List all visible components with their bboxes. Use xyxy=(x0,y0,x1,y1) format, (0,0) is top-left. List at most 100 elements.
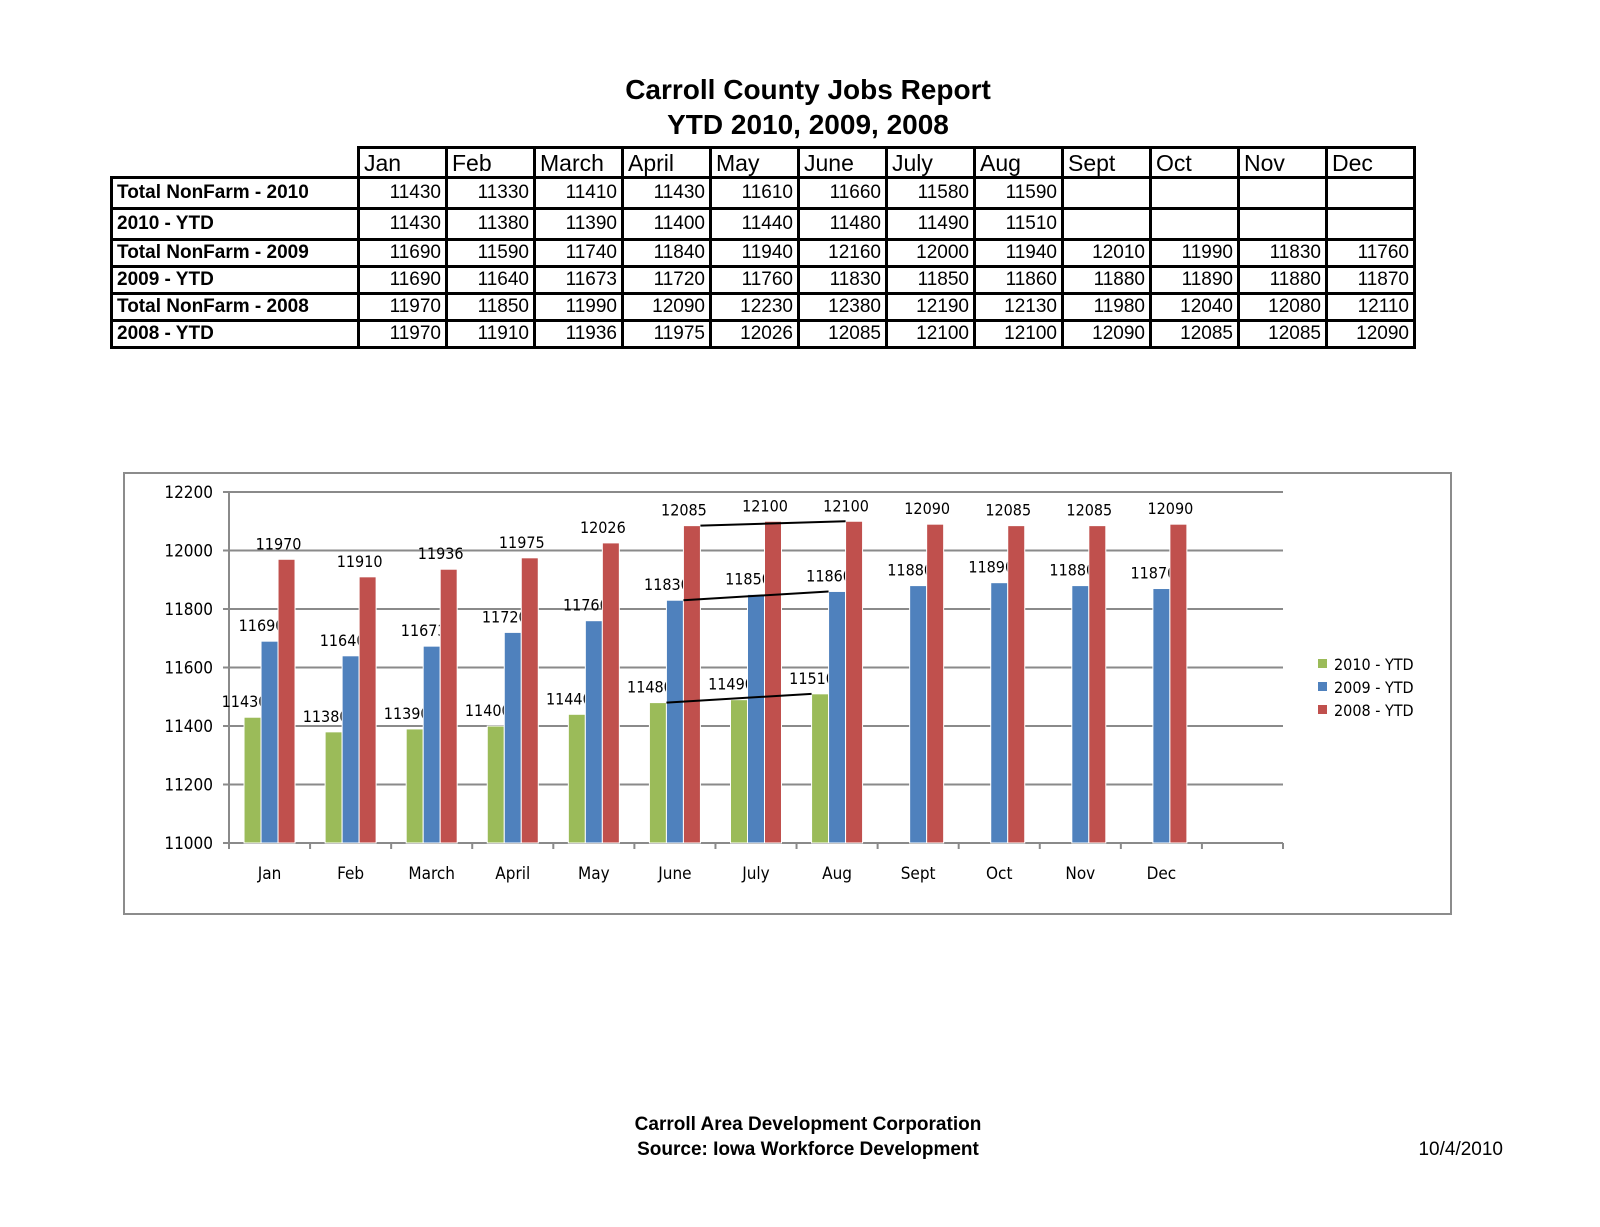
table-cell: 11880 xyxy=(1237,265,1328,295)
table-cell: 11850 xyxy=(885,265,976,295)
table-cell: 11380 xyxy=(445,207,536,241)
bar-2008-ytd xyxy=(520,557,539,844)
bar-2010-ytd xyxy=(486,725,505,844)
bar-2009-ytd xyxy=(665,599,684,844)
bar-2009-ytd xyxy=(1071,585,1090,844)
data-label: 11975 xyxy=(499,533,545,552)
bar-2009-ytd xyxy=(747,593,765,844)
data-label: 11400 xyxy=(465,701,511,720)
data-label: 11760 xyxy=(563,596,609,615)
data-label: 11870 xyxy=(1130,564,1176,583)
data-label: 11910 xyxy=(337,552,383,571)
bar-2008-ytd xyxy=(764,520,782,844)
table-cell: 12026 xyxy=(709,319,800,349)
table-cell: 11430 xyxy=(357,207,448,241)
header-blank-cell xyxy=(111,147,359,179)
trend-line xyxy=(666,692,812,704)
table-cell: 11890 xyxy=(1149,265,1240,295)
table-cell: 11975 xyxy=(621,319,712,349)
table-cell: 11720 xyxy=(621,265,712,295)
table-cell: 11760 xyxy=(1325,238,1416,268)
column-header: Dec xyxy=(1325,146,1416,179)
table-cell: 12090 xyxy=(1325,319,1416,349)
table-cell: 12100 xyxy=(973,319,1064,349)
bar-2008-ytd xyxy=(845,520,864,844)
table-cell: 12090 xyxy=(621,292,712,322)
y-tick-label: 11800 xyxy=(164,600,213,620)
table-cell: 11760 xyxy=(709,265,800,295)
data-label: 12026 xyxy=(580,518,626,537)
table-cell: 11510 xyxy=(973,207,1064,241)
table-cell: 11970 xyxy=(357,292,448,322)
table-cell: 11980 xyxy=(1061,292,1152,322)
x-tick-label: Nov xyxy=(1065,864,1095,884)
table-cell: 12010 xyxy=(1061,238,1152,268)
bar-2009-ytd xyxy=(828,590,847,844)
table-cell: 11400 xyxy=(621,207,712,241)
table-cell xyxy=(1325,207,1416,241)
data-label: 11860 xyxy=(806,566,852,585)
legend-swatch xyxy=(1318,659,1327,668)
bar-2008-ytd xyxy=(277,558,296,844)
bar-2009-ytd xyxy=(260,640,279,844)
bar-2010-ytd xyxy=(648,702,667,844)
table-cell: 12160 xyxy=(797,238,888,268)
bar-2009-ytd xyxy=(1152,588,1171,844)
bar-chart: 11000 11200 11400 11600 11800 12000 12200 Jan 11… xyxy=(164,483,1413,884)
table-cell: 11840 xyxy=(621,238,712,268)
table-cell: 11830 xyxy=(1237,238,1328,268)
bar-2010-ytd xyxy=(567,713,586,844)
table-row: 2008 - YTD 11970 11910 11936 11975 12026 12085… xyxy=(110,319,1416,349)
x-tick-label: April xyxy=(495,864,530,884)
trend-line xyxy=(683,590,829,602)
table-cell: 12085 xyxy=(797,319,888,349)
row-label: 2008 - YTD xyxy=(110,319,360,349)
x-tick-label: May xyxy=(578,864,610,884)
table-cell: 11410 xyxy=(533,176,624,210)
table-cell: 11580 xyxy=(885,176,976,210)
column-header: Jan xyxy=(357,146,448,179)
footer-source: Source: Iowa Workforce Development xyxy=(637,1139,979,1160)
bar-2009-ytd xyxy=(341,655,360,844)
x-tick-label: Jan xyxy=(257,864,282,884)
table-cell: 11910 xyxy=(445,319,536,349)
table-cell: 12090 xyxy=(1061,319,1152,349)
row-label: 2009 - YTD xyxy=(110,265,360,295)
report-subtitle: YTD 2010, 2009, 2008 xyxy=(667,109,949,140)
table-cell: 12085 xyxy=(1149,319,1240,349)
bar-2009-ytd xyxy=(422,645,441,844)
table-cell xyxy=(1149,207,1240,241)
bar-2008-ytd xyxy=(1088,525,1107,844)
table-cell xyxy=(1325,176,1416,210)
table-cell: 12100 xyxy=(885,319,976,349)
table-cell: 11440 xyxy=(709,207,800,241)
column-header: Aug xyxy=(973,146,1064,179)
y-tick-label: 12200 xyxy=(164,483,213,503)
column-header: May xyxy=(709,146,800,179)
table-cell: 11936 xyxy=(533,319,624,349)
y-tick-label: 11600 xyxy=(164,659,213,679)
table-cell: 11430 xyxy=(357,176,448,210)
bar-2010-ytd xyxy=(405,728,424,844)
table-cell xyxy=(1149,176,1240,210)
x-tick-label: Feb xyxy=(337,864,364,884)
table-cell: 11970 xyxy=(357,319,448,349)
table-cell: 11430 xyxy=(621,176,712,210)
y-tick-label: 11000 xyxy=(164,834,213,854)
bar-2009-ytd xyxy=(990,582,1009,844)
table-cell: 11940 xyxy=(709,238,800,268)
table-cell xyxy=(1237,176,1328,210)
table-cell: 11690 xyxy=(357,238,448,268)
data-label: 11390 xyxy=(384,704,430,723)
table-cell: 11870 xyxy=(1325,265,1416,295)
jobs-table: Jan Feb March April May June July Aug Sept Oct Nov… xyxy=(110,146,1416,349)
table-cell: 11850 xyxy=(445,292,536,322)
table-cell: 12110 xyxy=(1325,292,1416,322)
row-label: Total NonFarm - 2008 xyxy=(110,292,360,322)
table-cell: 11590 xyxy=(973,176,1064,210)
bar-2010-ytd xyxy=(730,699,748,844)
table-cell: 11940 xyxy=(973,238,1064,268)
x-tick-label: June xyxy=(657,864,691,884)
bar-2009-ytd xyxy=(503,631,522,844)
table-row: Total NonFarm - 2008 11970 11850 11990 12090… xyxy=(110,292,1416,322)
